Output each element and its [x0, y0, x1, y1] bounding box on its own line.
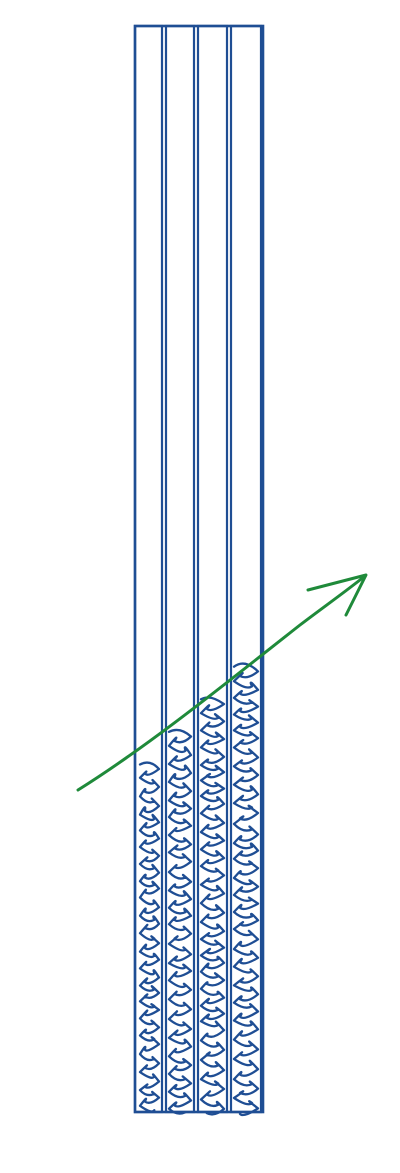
trend-arrow — [76, 573, 368, 792]
scribble-fill-column-3 — [199, 696, 226, 1116]
column-4-outline — [229, 24, 263, 1114]
column-outlines — [133, 24, 265, 1114]
scribble-fill-column-2 — [167, 728, 193, 1115]
trend-arrow-shaft — [76, 574, 367, 792]
scribble-fill-column-1 — [138, 761, 161, 1113]
scribble-fill-column-4 — [232, 662, 260, 1117]
column-2-outline — [164, 24, 196, 1114]
column-3-outline — [196, 24, 229, 1114]
trend-arrow-head-icon — [306, 573, 368, 617]
scribble-fill-group — [138, 662, 260, 1117]
column-1-outline — [133, 24, 164, 1114]
